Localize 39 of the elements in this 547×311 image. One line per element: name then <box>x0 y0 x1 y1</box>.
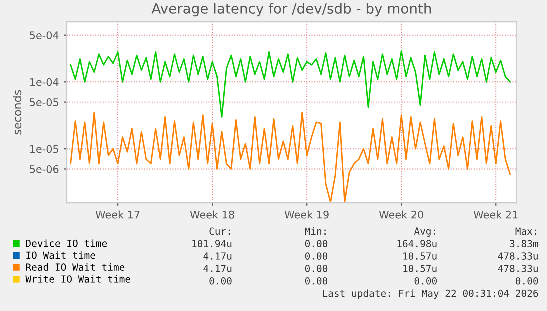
legend-label: Write IO Wait time <box>26 275 130 283</box>
text: Last update: Fri May 22 00:31:04 2026 <box>323 290 538 300</box>
text: 0.00 <box>305 252 328 260</box>
text: 0.00 <box>305 277 328 285</box>
text: 0.00 <box>414 277 437 285</box>
y-tick-label: 1e-05 <box>30 145 58 154</box>
y-tick-label: 1e-04 <box>30 78 59 86</box>
chart-title: Average latency for /dev/sdb - by month <box>152 3 432 17</box>
text: Cur: <box>210 228 230 236</box>
x-tick-label: Week 20 <box>379 210 424 219</box>
x-tick-label: Week 19 <box>284 210 329 219</box>
text: 164.98u <box>398 240 437 248</box>
text: 0.00 <box>305 240 328 248</box>
y-tick-label: 5e-05 <box>30 98 58 106</box>
line-series <box>70 112 511 204</box>
x-tick-label: Week 17 <box>96 210 140 219</box>
text: 0.00 <box>516 277 538 285</box>
y-axis-title: seconds <box>13 90 22 135</box>
text: Max: <box>516 228 536 236</box>
y-tick-label: 5e-04 <box>30 32 59 40</box>
x-tick-label: Week 21 <box>474 210 518 219</box>
text: Avg: <box>414 228 436 237</box>
legend-label: Read IO Wait time <box>26 264 125 272</box>
legend-label: Device IO time <box>26 240 108 248</box>
text: 10.57u <box>404 252 437 260</box>
text: 10.57u <box>404 265 437 272</box>
text: 478.33u <box>498 265 538 272</box>
text: 0.00 <box>305 265 328 272</box>
y-tick-label: 5e-06 <box>30 165 59 174</box>
line-series <box>70 50 511 118</box>
text: Min: <box>305 228 326 235</box>
x-tick-label: Week 18 <box>190 210 234 219</box>
text: 478.33u <box>498 252 538 260</box>
text: 3.83m <box>510 240 538 248</box>
text: 4.17u <box>204 265 232 272</box>
text: 4.17u <box>204 252 232 260</box>
text: 0.00 <box>210 277 232 285</box>
text: 101.94u <box>192 240 232 248</box>
legend-label: IO Wait time <box>26 252 96 260</box>
